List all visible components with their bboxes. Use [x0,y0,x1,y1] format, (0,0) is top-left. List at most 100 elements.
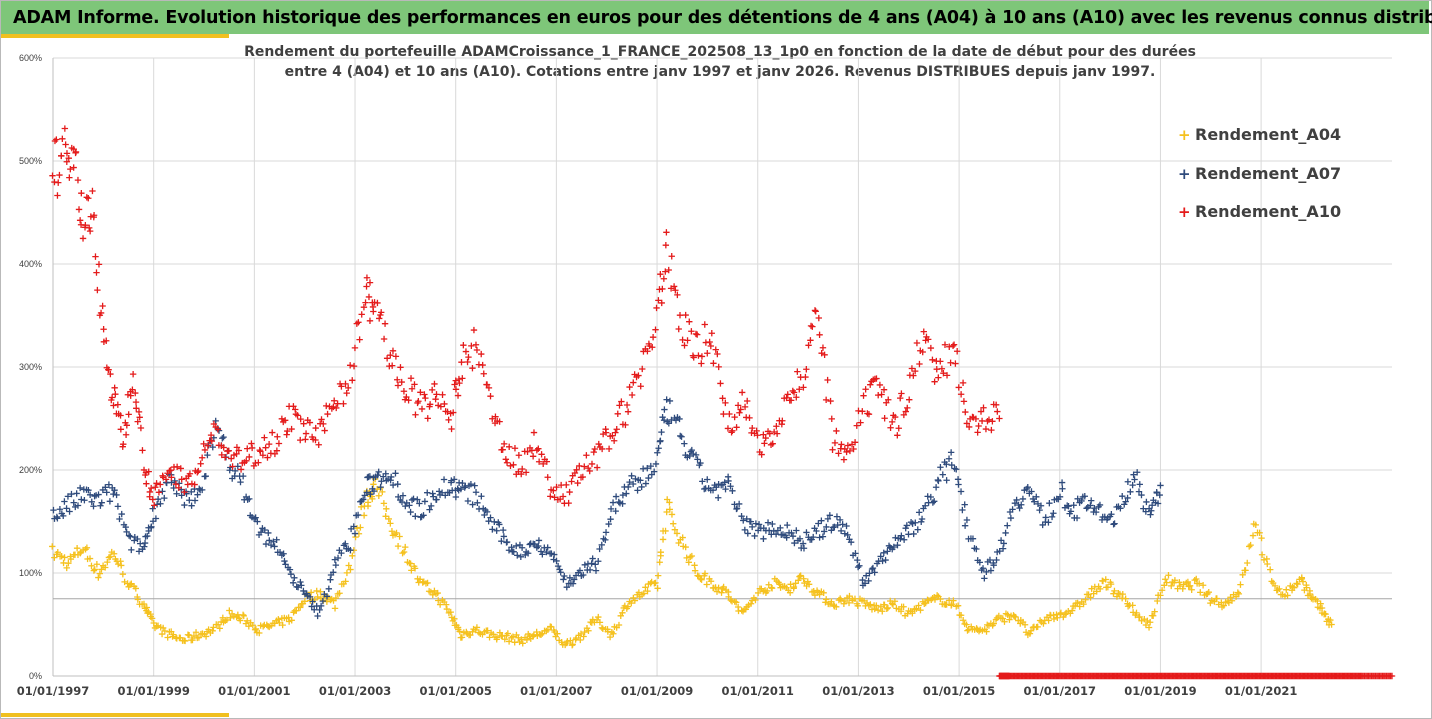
data-point [535,445,542,452]
data-point [728,429,735,436]
data-point [252,514,259,521]
data-point [922,502,929,509]
data-point [302,430,310,437]
data-point [1104,583,1112,591]
data-point [783,534,790,541]
data-point [1158,587,1166,594]
data-point [810,533,817,541]
data-point [426,506,433,513]
data-point [1054,614,1061,621]
data-point [112,390,119,398]
data-point [194,491,201,498]
data-point [839,521,846,528]
data-point [574,479,581,487]
data-point [1242,567,1249,574]
data-point [1121,501,1128,508]
data-point [157,481,164,488]
data-point [1002,529,1009,537]
data-point [790,583,798,591]
data-point [97,309,105,317]
data-point [854,563,862,571]
data-point [1244,559,1251,567]
data-point [816,331,823,339]
data-point [407,375,415,382]
legend-item-a07: + Rendement_A07 [1178,164,1341,183]
data-point [692,451,700,459]
data-point [917,606,924,614]
data-point [1068,607,1076,614]
data-point [751,532,758,540]
data-point [464,358,471,366]
data-point [626,383,633,391]
data-point [267,541,275,549]
data-point [387,351,394,359]
data-point [140,600,148,608]
data-point [456,628,463,635]
data-point [1294,580,1301,588]
data-point [524,448,531,455]
data-point [1228,597,1236,604]
data-point [744,530,751,537]
data-point [185,631,193,639]
legend-label-a04: Rendement_A04 [1195,125,1342,144]
data-point [396,533,403,540]
data-point [273,447,281,454]
data-point [330,397,338,404]
data-point [668,253,675,260]
data-point [754,589,762,597]
data-point [747,518,754,525]
data-point [1142,508,1150,515]
data-point [881,415,888,422]
data-point [411,381,418,388]
data-point [86,491,94,499]
data-point [869,564,877,572]
data-point [1284,592,1291,599]
data-point [888,418,896,426]
data-point [364,502,372,510]
data-point [360,512,368,519]
data-point [246,453,253,461]
data-point [935,477,942,485]
data-point [963,621,970,628]
data-point [100,326,107,333]
data-point [262,540,270,548]
data-point [687,553,694,561]
data-point [737,406,744,413]
data-point [159,488,166,495]
data-point [135,548,143,555]
data-point [407,560,414,567]
data-point [202,472,209,480]
data-point [189,636,196,644]
data-point [1154,597,1161,605]
data-point [105,554,113,561]
data-point [1388,672,1396,680]
data-point [616,402,623,409]
data-point [498,537,505,545]
data-point [410,495,417,502]
data-point [976,559,984,566]
data-point [294,584,302,591]
data-point [1034,623,1041,631]
data-point [157,500,164,507]
data-point [1157,592,1164,599]
data-point [434,589,441,597]
data-point [237,478,244,486]
data-point [152,515,160,522]
data-point [535,542,542,550]
data-point [235,447,243,454]
data-point [852,550,859,557]
data-point [256,629,263,637]
x-tick-label: 01/01/2001 [218,684,290,698]
data-point [612,493,620,500]
data-point [103,489,110,496]
header-bar: ADAM Informe. Evolution historique des p… [1,1,1432,34]
data-point [316,606,323,614]
data-point [448,425,455,433]
data-point [59,135,66,143]
data-point [436,601,444,608]
data-point [392,470,399,477]
data-point [114,503,122,510]
data-point [596,619,604,626]
data-point [416,576,424,583]
